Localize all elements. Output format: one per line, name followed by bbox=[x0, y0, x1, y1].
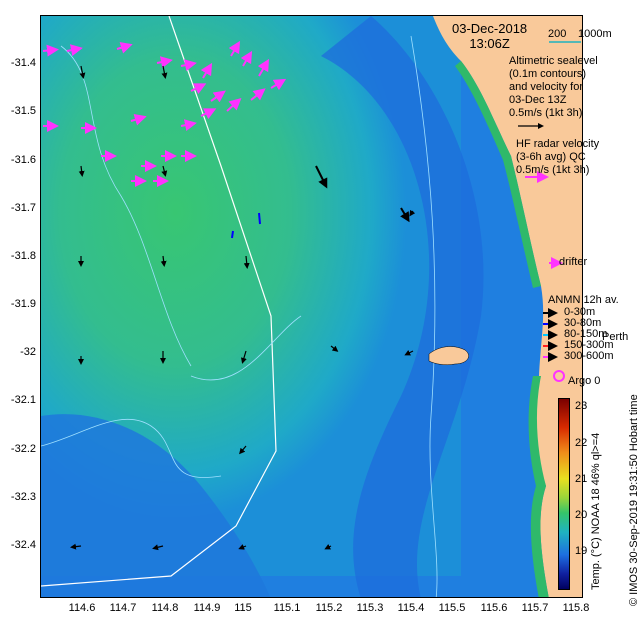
lat-label: -31.6 bbox=[10, 154, 36, 166]
altimetry-vectors bbox=[70, 65, 416, 551]
coastal-markers bbox=[549, 257, 565, 382]
lon-label: 115.6 bbox=[480, 602, 508, 614]
contour-3 bbox=[41, 418, 222, 478]
legend-altimetry-line-3: and velocity for bbox=[509, 81, 583, 93]
lat-label: -31.4 bbox=[10, 57, 36, 69]
lat-label: -32.1 bbox=[10, 394, 36, 406]
legend-altimetry: Altimetric sealevel (0.1m contours) and … bbox=[509, 55, 598, 120]
lat-label: -32 bbox=[20, 346, 36, 358]
colorbar-label: Temp. (°C) NOAA 18 46% ql>=4 bbox=[590, 432, 602, 590]
cool-band bbox=[321, 16, 484, 597]
lat-label: -31.7 bbox=[10, 202, 36, 214]
legend-drifter: drifter bbox=[559, 256, 588, 268]
legend-anmn-depth-3: 150-300m bbox=[564, 339, 614, 351]
legend-hf-radar: HF radar velocity (3-6h avg) QC 0.5m/s (… bbox=[516, 138, 599, 177]
scale-left-label: 200 bbox=[548, 28, 567, 40]
colorbar-tick: 23 bbox=[575, 400, 588, 412]
legend-hf-line-1: HF radar velocity bbox=[516, 138, 600, 150]
scale-right-label: 1000m bbox=[578, 28, 612, 40]
lon-label: 115.1 bbox=[273, 602, 301, 614]
map-date-time: 03-Dec-2018 13:06Z bbox=[452, 21, 527, 51]
map-frame bbox=[40, 15, 583, 598]
lon-label: 115.3 bbox=[356, 602, 384, 614]
lat-label: -31.9 bbox=[10, 298, 36, 310]
lon-label: 114.7 bbox=[109, 602, 137, 614]
lon-label: 115.2 bbox=[315, 602, 343, 614]
sst-map bbox=[41, 16, 582, 597]
coastal-green bbox=[455, 61, 541, 288]
legend-anmn-depth-1: 30-80m bbox=[564, 317, 602, 329]
contour-1 bbox=[60, 45, 192, 367]
lon-label: 115.4 bbox=[397, 602, 425, 614]
lat-label: -32.2 bbox=[10, 443, 36, 455]
colorbar-tick: 20 bbox=[575, 509, 588, 521]
legend-anmn-depth-0: 0-30m bbox=[564, 306, 596, 318]
legend-anmn-depth-2: 80-150m bbox=[564, 328, 608, 340]
legend-hf-line-3: 0.5m/s (1kt 3h) bbox=[516, 164, 590, 176]
lat-label: -31.8 bbox=[10, 250, 36, 262]
lon-label: 114.6 bbox=[68, 602, 96, 614]
drifter-track bbox=[258, 212, 261, 225]
legend-altimetry-line-5: 0.5m/s (1kt 3h) bbox=[509, 107, 583, 119]
legend-anmn-title: ANMN 12h av. bbox=[548, 294, 619, 306]
legend-argo: Argo 0 bbox=[568, 375, 601, 387]
legend-altimetry-line-4: 03-Dec 13Z bbox=[509, 94, 567, 106]
drifter-track-2 bbox=[231, 230, 234, 239]
lon-label: 115.8 bbox=[562, 602, 590, 614]
coastal-green-south bbox=[528, 376, 549, 597]
colorbar-tick: 19 bbox=[575, 545, 588, 557]
legend-hf-line-2: (3-6h avg) QC bbox=[516, 151, 586, 163]
colorbar-tick: 21 bbox=[575, 473, 588, 485]
lat-label: -32.4 bbox=[10, 539, 36, 551]
credit-text: © IMOS 30-Sep-2019 19:31:50 Hobart time bbox=[628, 394, 640, 606]
lon-label: 115.5 bbox=[438, 602, 466, 614]
hf-radar-vectors bbox=[42, 40, 287, 187]
legend-anmn-arrows bbox=[543, 308, 558, 362]
legend-altimetry-line-1: Altimetric sealevel bbox=[509, 55, 598, 67]
lon-label: 115.7 bbox=[521, 602, 549, 614]
city-perth-label: Perth bbox=[602, 331, 629, 343]
temperature-colorbar bbox=[558, 398, 570, 590]
rottnest-island bbox=[428, 346, 469, 366]
legend-anmn-depth-4: 300-600m bbox=[564, 350, 614, 362]
map-date: 03-Dec-2018 bbox=[452, 21, 528, 36]
mainland bbox=[433, 16, 582, 597]
cool-southwest bbox=[41, 414, 271, 597]
contour-2 bbox=[190, 315, 302, 381]
contour-4 bbox=[410, 35, 438, 597]
map-time: 13:06Z bbox=[469, 36, 510, 51]
lon-label: 114.8 bbox=[151, 602, 179, 614]
lat-label: -32.3 bbox=[10, 491, 36, 503]
lon-label: 114.9 bbox=[193, 602, 221, 614]
legend-altimetry-line-2: (0.1m contours) bbox=[509, 68, 587, 80]
lat-label: -31.5 bbox=[10, 105, 36, 117]
colorbar-tick: 22 bbox=[575, 437, 588, 449]
track-line bbox=[41, 16, 277, 587]
lon-label: 115 bbox=[234, 602, 252, 614]
